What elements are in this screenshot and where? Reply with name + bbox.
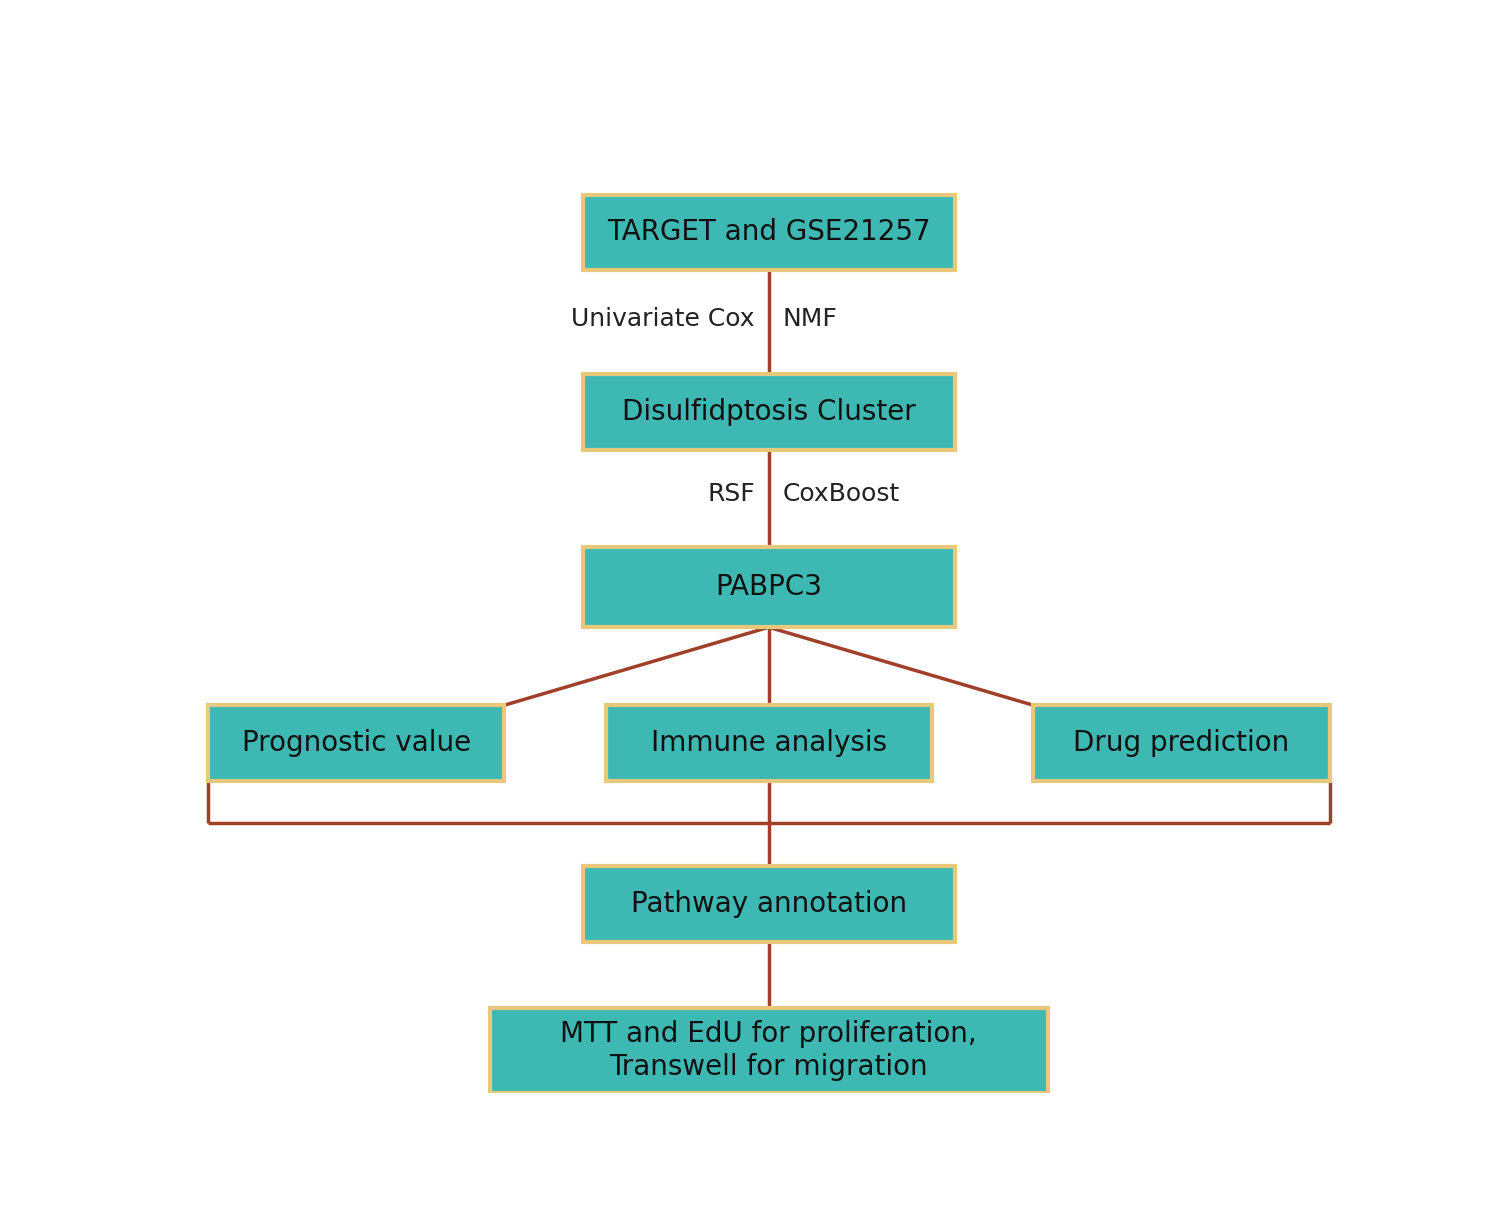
FancyBboxPatch shape (606, 705, 932, 781)
Text: Univariate Cox: Univariate Cox (572, 307, 754, 332)
Text: TARGET and GSE21257: TARGET and GSE21257 (608, 219, 930, 247)
Text: PABPC3: PABPC3 (716, 573, 822, 600)
FancyBboxPatch shape (582, 375, 954, 449)
Text: Immune analysis: Immune analysis (651, 729, 886, 758)
FancyBboxPatch shape (582, 194, 954, 270)
Text: CoxBoost: CoxBoost (783, 483, 900, 506)
Text: Disulfidptosis Cluster: Disulfidptosis Cluster (622, 398, 915, 426)
Text: Prognostic value: Prognostic value (242, 729, 471, 758)
FancyBboxPatch shape (209, 705, 504, 781)
Text: MTT and EdU for proliferation,
Transwell for migration: MTT and EdU for proliferation, Transwell… (561, 1020, 976, 1081)
FancyBboxPatch shape (1034, 705, 1329, 781)
Text: Pathway annotation: Pathway annotation (630, 890, 908, 917)
Text: Drug prediction: Drug prediction (1074, 729, 1290, 758)
FancyBboxPatch shape (582, 546, 954, 628)
FancyBboxPatch shape (582, 866, 954, 942)
FancyBboxPatch shape (489, 1008, 1047, 1093)
Text: RSF: RSF (706, 483, 754, 506)
Text: NMF: NMF (783, 307, 837, 332)
